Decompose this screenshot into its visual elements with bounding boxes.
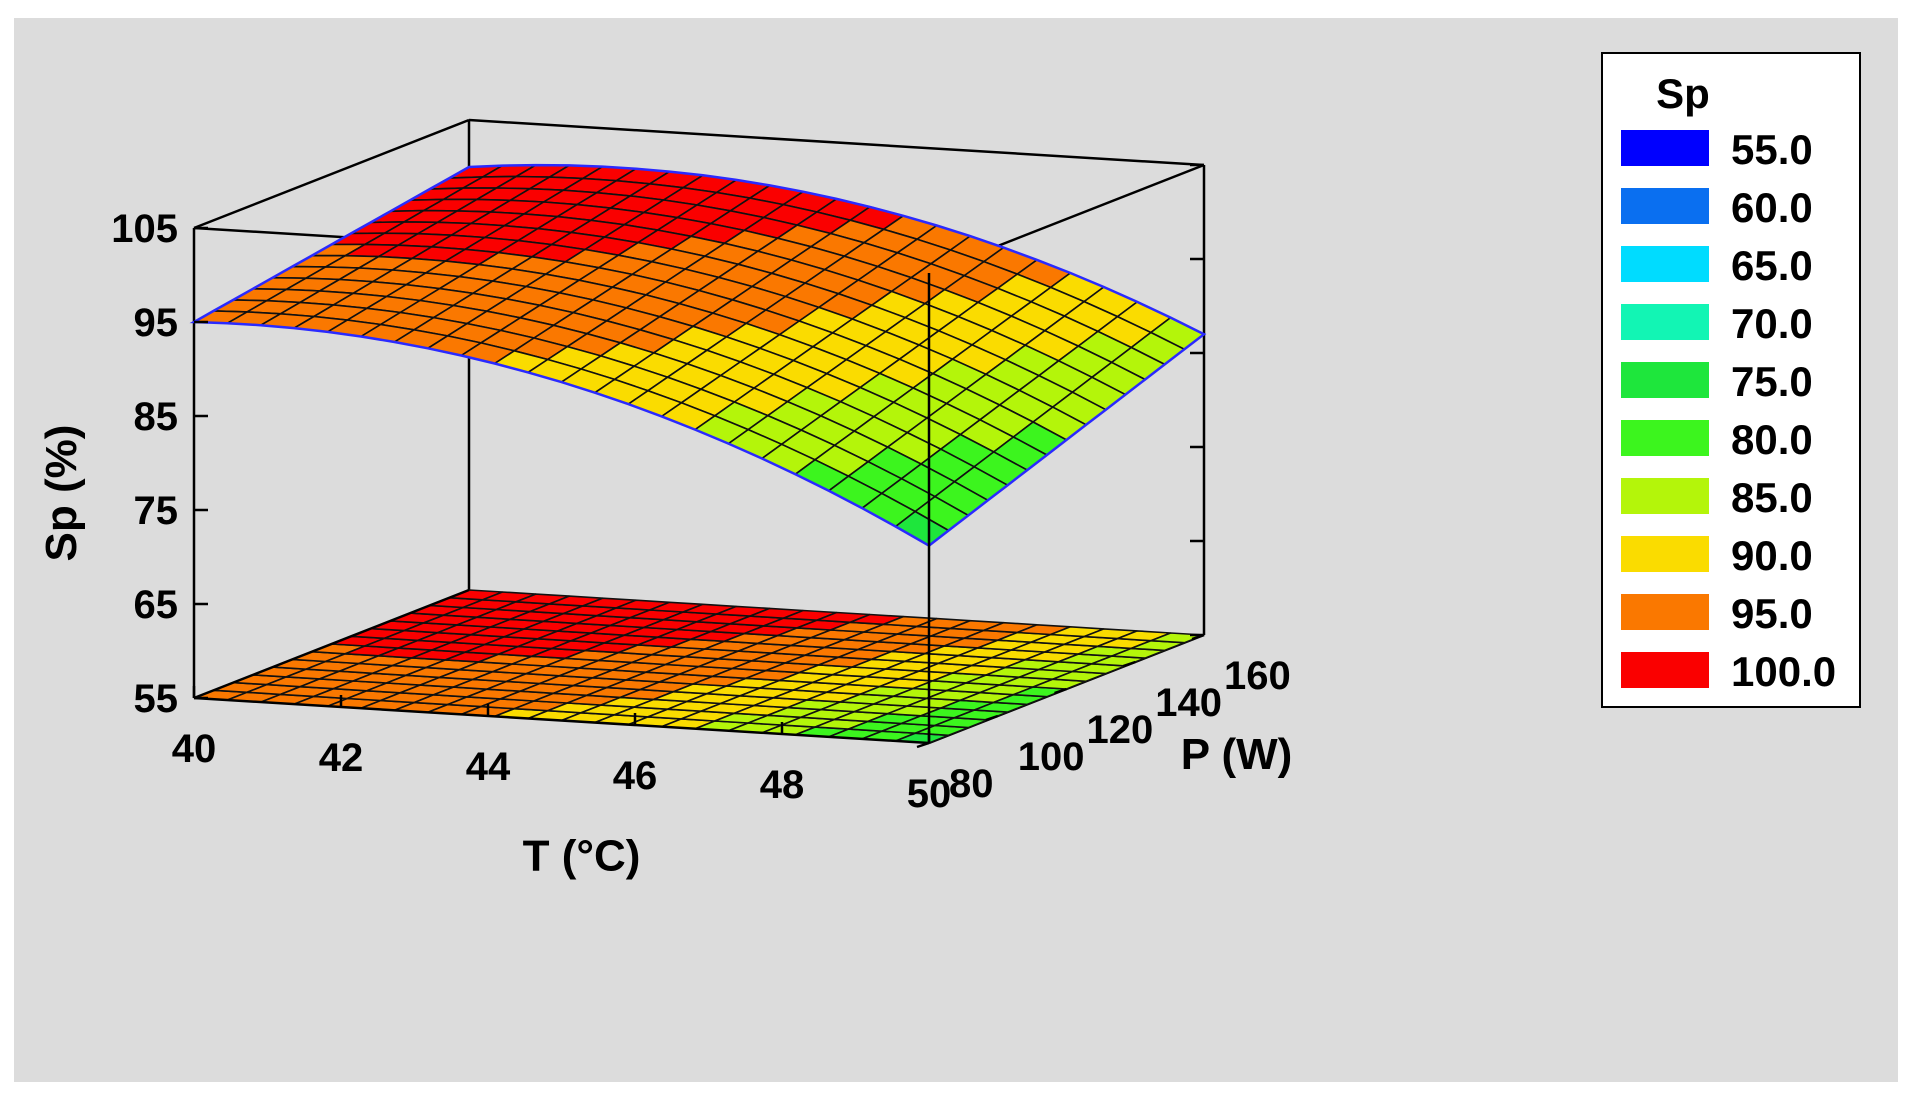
legend-swatch [1621, 536, 1709, 572]
legend-item: 85.0 [1621, 472, 1851, 521]
y-tick-label: 160 [1224, 654, 1291, 698]
legend-item: 75.0 [1621, 356, 1851, 405]
legend-title: Sp [1656, 70, 1710, 117]
y-axis-title: P (W) [1181, 730, 1293, 779]
legend-label: 85.0 [1731, 474, 1813, 521]
x-axis-title: T (°C) [523, 832, 641, 881]
x-tick-label: 44 [466, 745, 511, 789]
legend-item: 55.0 [1621, 124, 1851, 173]
legend-swatch [1621, 362, 1709, 398]
legend-label: 65.0 [1731, 242, 1813, 289]
legend-label: 55.0 [1731, 126, 1813, 173]
y-tick [985, 714, 999, 722]
legend-item: 80.0 [1621, 414, 1851, 463]
y-tick-label: 140 [1155, 681, 1222, 725]
z-tick-label: 105 [111, 207, 178, 251]
legend-swatch [1621, 420, 1709, 456]
y-tick [1054, 687, 1067, 695]
y-tick [1122, 660, 1136, 668]
z-tick-label: 85 [134, 395, 179, 439]
legend-label: 95.0 [1731, 590, 1813, 637]
box-edge [193, 588, 470, 700]
y-tick-label: 100 [1018, 735, 1085, 779]
legend-label: 60.0 [1731, 184, 1813, 231]
legend-swatch [1621, 652, 1709, 688]
z-tick-label: 75 [134, 489, 179, 533]
x-tick-label: 46 [613, 754, 658, 798]
axis-labels: T (°C) P (W) Sp (%) [37, 425, 1292, 881]
y-tick-label: 120 [1087, 708, 1154, 752]
legend-item: 65.0 [1621, 240, 1851, 289]
legend-swatch [1621, 188, 1709, 224]
z-axis-title: Sp (%) [37, 425, 86, 562]
legend-item: 60.0 [1621, 182, 1851, 231]
y-tick [1191, 633, 1205, 641]
box-edge [193, 118, 470, 230]
y-tick-label: 80 [949, 762, 994, 806]
z-tick-label: 95 [134, 301, 179, 345]
x-tick-label: 50 [907, 772, 952, 816]
box-edge [193, 696, 930, 745]
legend-label: 100.0 [1731, 648, 1837, 695]
legend-swatch [1621, 246, 1709, 282]
legend-item: 70.0 [1621, 298, 1851, 347]
box-front-frame [193, 273, 931, 745]
legend-item: 90.0 [1621, 530, 1851, 579]
surface-outline [189, 163, 1207, 548]
response-surface [189, 163, 1207, 548]
z-tick-label: 55 [134, 677, 179, 721]
x-tick-label: 42 [319, 736, 364, 780]
z-tick-label: 65 [134, 583, 179, 627]
legend-label: 80.0 [1731, 416, 1813, 463]
legend-item: 95.0 [1621, 588, 1851, 637]
legend-item: 100.0 [1621, 646, 1851, 695]
x-tick-label: 40 [172, 727, 217, 771]
contour-projection-floor [193, 589, 1205, 744]
chart-panel: 55 65 75 85 95 105 40 42 44 46 48 50 80 100 120 140 160 … [14, 18, 1898, 1082]
legend-swatch [1621, 478, 1709, 514]
legend-swatch [1621, 130, 1709, 166]
legend: Sp 55.0 60.0 65.0 70.0 75.0 80.0 85.0 90.0 95.0 1… [1601, 52, 1861, 708]
legend-label: 90.0 [1731, 532, 1813, 579]
legend-label: 70.0 [1731, 300, 1813, 347]
legend-swatch [1621, 304, 1709, 340]
legend-label: 75.0 [1731, 358, 1813, 405]
box-edge [468, 118, 1205, 167]
legend-swatch [1621, 594, 1709, 630]
x-tick-label: 48 [760, 763, 805, 807]
y-tick [916, 741, 930, 749]
